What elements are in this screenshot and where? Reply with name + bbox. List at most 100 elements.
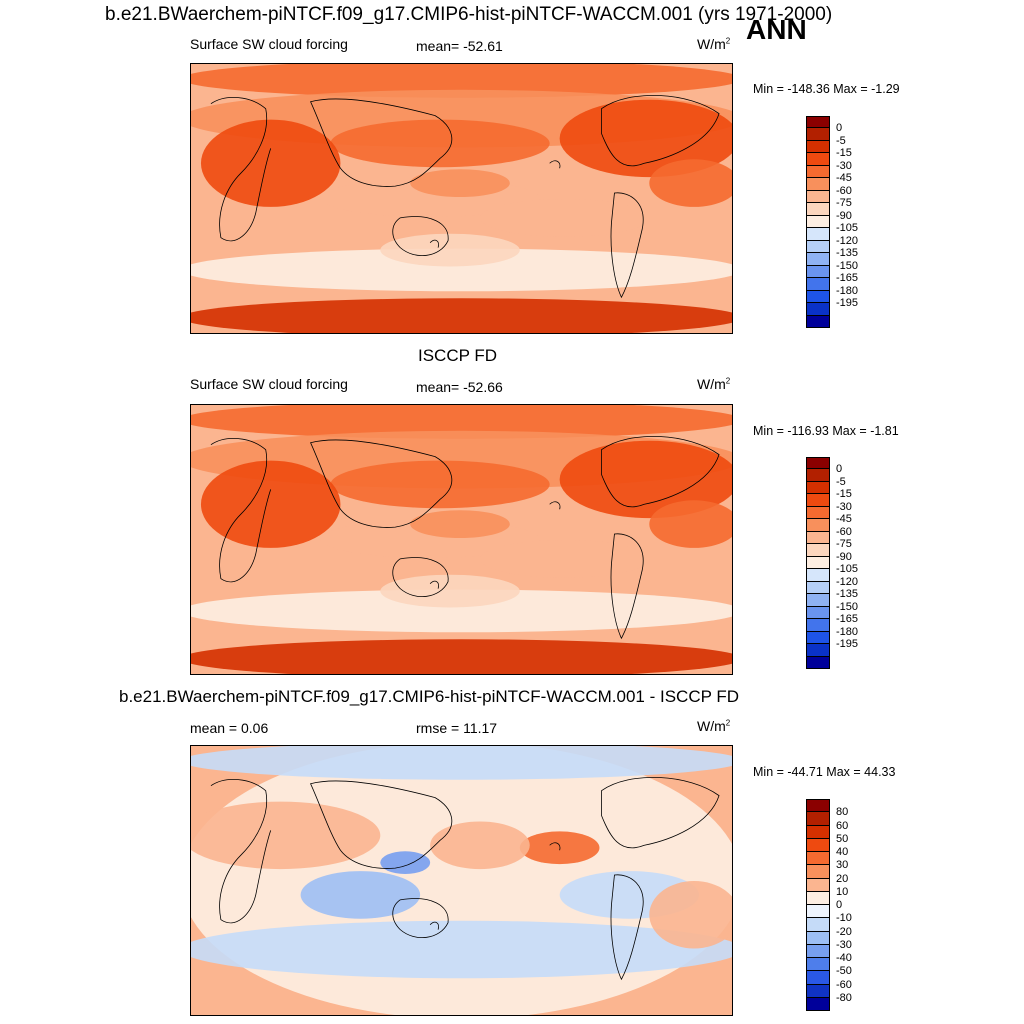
colorbar-box: [806, 905, 830, 919]
coastline: [210, 779, 272, 924]
coastline: [210, 438, 272, 583]
colorbar-tick-label: -75: [836, 538, 852, 551]
coastline: [549, 501, 561, 510]
panel2-title: ISCCP FD: [418, 346, 498, 365]
colorbar-box: [806, 315, 830, 328]
colorbar-box: [806, 153, 830, 166]
field-region: [191, 920, 732, 979]
colorbar-tick-label: -5: [836, 475, 846, 488]
field-region: [300, 871, 421, 919]
coastline: [549, 842, 561, 851]
colorbar-box: [806, 606, 830, 620]
field-region: [191, 64, 732, 98]
colorbar-box: [806, 984, 830, 998]
colorbar-box: [806, 656, 830, 669]
coastline: [392, 216, 449, 256]
colorbar-tick-label: -180: [836, 284, 859, 297]
colorbar-box: [806, 799, 830, 813]
colorbar-tick-label: -120: [836, 234, 859, 247]
colorbar-tick-label: 0: [836, 899, 843, 911]
panel2-units: W/m2: [697, 376, 731, 392]
colorbar-box: [806, 852, 830, 866]
panel3-units: W/m2: [697, 718, 731, 734]
field-region: [191, 405, 732, 439]
coastline: [601, 95, 720, 167]
colorbar-tick-label: -45: [836, 172, 852, 185]
colorbar-tick-label: -90: [836, 550, 852, 563]
coastline: [601, 777, 720, 849]
panel3-colorbar: [806, 799, 830, 1011]
field-region: [380, 233, 520, 267]
colorbar-box: [806, 581, 830, 595]
colorbar-box: [806, 240, 830, 254]
coastline: [610, 533, 644, 640]
colorbar-tick-label: -180: [836, 625, 859, 638]
colorbar-tick-label: -105: [836, 222, 859, 235]
colorbar-tick-label: -75: [836, 197, 852, 210]
colorbar-box: [806, 290, 830, 304]
colorbar-box: [806, 958, 830, 972]
colorbar-tick-label: -15: [836, 147, 852, 160]
field-region: [191, 746, 732, 780]
coastline: [392, 557, 449, 597]
panel2-mean-label: mean= -52.66: [416, 379, 503, 395]
field-region: [410, 510, 510, 539]
panel2-minmax: Min = -116.93 Max = -1.81: [753, 424, 899, 438]
colorbar-box: [806, 644, 830, 657]
colorbar-tick-label: -195: [836, 638, 859, 651]
colorbar-tick-label: 40: [836, 846, 849, 858]
colorbar-box: [806, 838, 830, 852]
colorbar-tick-label: -10: [836, 912, 852, 925]
colorbar-box: [806, 265, 830, 279]
field-region: [519, 831, 600, 865]
field-region: [191, 298, 732, 333]
plot-title: b.e21.BWaerchem-piNTCF.f09_g17.CMIP6-his…: [105, 4, 833, 25]
coastline: [310, 439, 453, 528]
colorbar-tick-label: -40: [836, 952, 852, 964]
field-region: [380, 851, 431, 875]
field-region: [191, 639, 732, 674]
colorbar-box: [806, 494, 830, 507]
coastline: [549, 160, 561, 169]
colorbar-box: [806, 944, 830, 958]
colorbar-box: [806, 469, 830, 482]
colorbar-tick-label: -60: [836, 525, 852, 538]
colorbar-tick-label: -150: [836, 600, 859, 613]
colorbar-box: [806, 544, 830, 557]
colorbar-box: [806, 116, 830, 129]
coastline: [392, 898, 449, 938]
colorbar-tick-label: -5: [836, 134, 846, 147]
colorbar-tick-label: -30: [836, 159, 852, 172]
colorbar-tick-label: 0: [836, 463, 843, 476]
colorbar-tick-label: -30: [836, 938, 852, 951]
colorbar-tick-label: -90: [836, 209, 852, 222]
colorbar-box: [806, 556, 830, 570]
colorbar-tick-label: -20: [836, 925, 852, 938]
colorbar-box: [806, 519, 830, 532]
colorbar-box: [806, 865, 830, 879]
colorbar-box: [806, 812, 830, 826]
colorbar-box: [806, 918, 830, 932]
colorbar-tick-label: -60: [836, 978, 852, 991]
coastline: [610, 192, 644, 299]
field-region: [191, 801, 381, 870]
colorbar-tick-label: -165: [836, 613, 859, 626]
coastline: [429, 921, 439, 930]
colorbar-box: [806, 203, 830, 216]
colorbar-tick-label: -195: [836, 297, 859, 310]
colorbar-tick-label: -120: [836, 575, 859, 588]
map-field: [191, 746, 732, 1015]
coastline: [601, 436, 720, 508]
panel2-map: [190, 404, 733, 675]
panel3-rmse-label: rmse = 11.17: [416, 720, 498, 736]
colorbar-tick-label: -60: [836, 184, 852, 197]
field-region: [649, 881, 732, 949]
panel3-mean-label: mean = 0.06: [190, 720, 269, 736]
colorbar-tick-label: 10: [836, 885, 849, 898]
colorbar-tick-label: -80: [836, 991, 852, 1004]
field-region: [559, 99, 732, 178]
colorbar-box: [806, 619, 830, 632]
colorbar-box: [806, 303, 830, 316]
coastline: [610, 874, 644, 981]
colorbar-box: [806, 278, 830, 291]
